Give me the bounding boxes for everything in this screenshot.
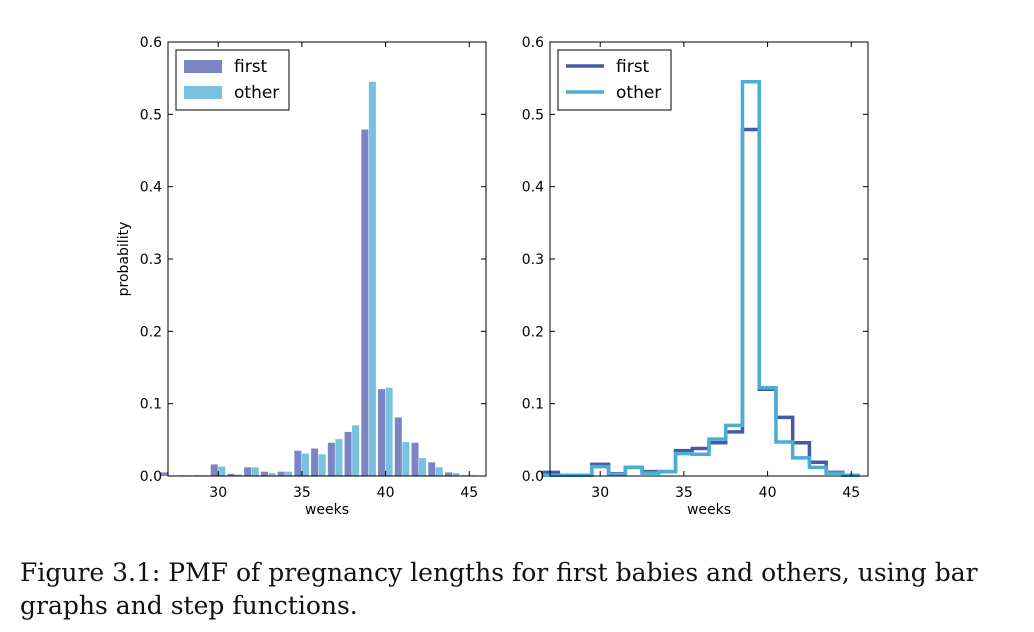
bar-first bbox=[210, 464, 218, 476]
bar-first bbox=[411, 442, 419, 476]
legend bbox=[557, 49, 672, 111]
legend-swatch-first bbox=[184, 60, 222, 73]
step-line-other bbox=[541, 80, 860, 478]
x-tick-label: 35 bbox=[293, 485, 311, 501]
figure: 0.0 0.1 0.2 0.3 0.4 0.5 0.6 30 35 40 45 weeks probab… bbox=[116, 35, 869, 518]
bar-first bbox=[227, 473, 235, 476]
plot-1 bbox=[160, 41, 487, 477]
bar-other bbox=[352, 425, 360, 476]
y-tick-label: 0.0 bbox=[140, 469, 162, 485]
bar-other bbox=[234, 474, 242, 476]
figure-caption: Figure 3.1: PMF of pregnancy lengths for… bbox=[20, 558, 978, 620]
bar-first bbox=[444, 472, 453, 476]
y-tick-label: 0.4 bbox=[522, 180, 544, 196]
bar-first bbox=[260, 471, 268, 476]
bar-other bbox=[251, 467, 259, 476]
y-tick-label: 0.5 bbox=[140, 107, 162, 123]
bar-other bbox=[285, 471, 293, 476]
bar-other bbox=[268, 473, 276, 476]
y-tick-label: 0.3 bbox=[140, 252, 162, 268]
y-tick-label: 0.2 bbox=[522, 324, 544, 340]
x-tick-label: 45 bbox=[460, 485, 478, 501]
bar-first bbox=[344, 431, 352, 476]
bar-other bbox=[385, 387, 393, 476]
bar-first bbox=[277, 471, 285, 476]
bar-first bbox=[294, 450, 302, 476]
bar-first bbox=[160, 472, 168, 476]
bar-first bbox=[394, 417, 402, 476]
bar-first bbox=[311, 448, 319, 476]
bar-other bbox=[452, 473, 460, 476]
step-line-first bbox=[541, 127, 860, 478]
y-tick-label: 0.4 bbox=[140, 180, 162, 196]
x-axis-label: weeks bbox=[305, 502, 349, 518]
bar-first bbox=[428, 462, 436, 476]
legend-label-other: other bbox=[234, 83, 279, 103]
bar-first bbox=[244, 467, 252, 476]
bar-other bbox=[435, 467, 443, 476]
bar-other bbox=[368, 81, 376, 477]
legend-label-first: first bbox=[616, 57, 650, 77]
bar-other bbox=[218, 466, 226, 476]
x-tick-label: 35 bbox=[675, 485, 693, 501]
x-tick-label: 45 bbox=[842, 485, 860, 501]
legend-box bbox=[557, 49, 672, 111]
y-tick-label: 0.2 bbox=[140, 324, 162, 340]
bar-first bbox=[361, 129, 369, 477]
y-tick-label: 0.6 bbox=[522, 35, 544, 51]
y-tick-label: 0.5 bbox=[522, 107, 544, 123]
y-tick-label: 0.6 bbox=[140, 35, 162, 51]
bar-other bbox=[301, 453, 309, 476]
bar-other bbox=[419, 457, 427, 476]
bar-first bbox=[327, 442, 335, 476]
y-tick-label: 0.1 bbox=[140, 397, 162, 413]
x-tick-label: 40 bbox=[377, 485, 395, 501]
x-tick-label: 30 bbox=[591, 485, 609, 501]
y-tick-label: 0.0 bbox=[522, 469, 544, 485]
plot-2 bbox=[541, 41, 869, 478]
bar-other bbox=[402, 442, 410, 476]
legend-swatch-other bbox=[184, 86, 222, 99]
y-tick-label: 0.3 bbox=[522, 252, 544, 268]
x-tick-label: 30 bbox=[209, 485, 227, 501]
legend-label-other: other bbox=[616, 83, 661, 103]
legend bbox=[175, 49, 290, 111]
bar-other bbox=[335, 439, 343, 476]
bar-first bbox=[378, 389, 386, 476]
y-tick-label: 0.1 bbox=[522, 397, 544, 413]
bar-other bbox=[318, 454, 326, 476]
y-axis-label: probability bbox=[116, 222, 132, 297]
x-tick-label: 40 bbox=[759, 485, 777, 501]
x-axis-label: weeks bbox=[687, 502, 731, 518]
legend-label-first: first bbox=[234, 57, 268, 77]
